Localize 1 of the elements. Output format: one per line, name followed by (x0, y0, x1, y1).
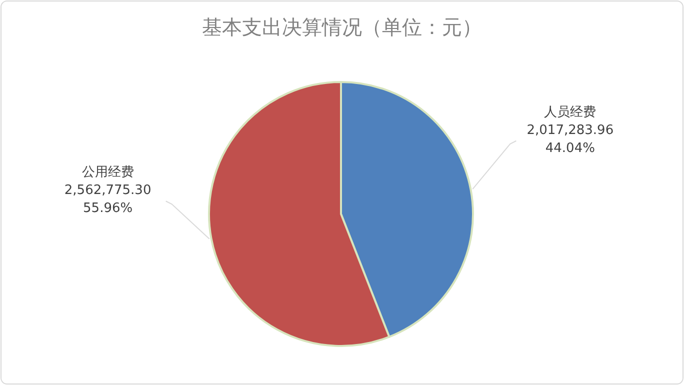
title: 基本支出决算情况（单位：元） (202, 15, 482, 39)
